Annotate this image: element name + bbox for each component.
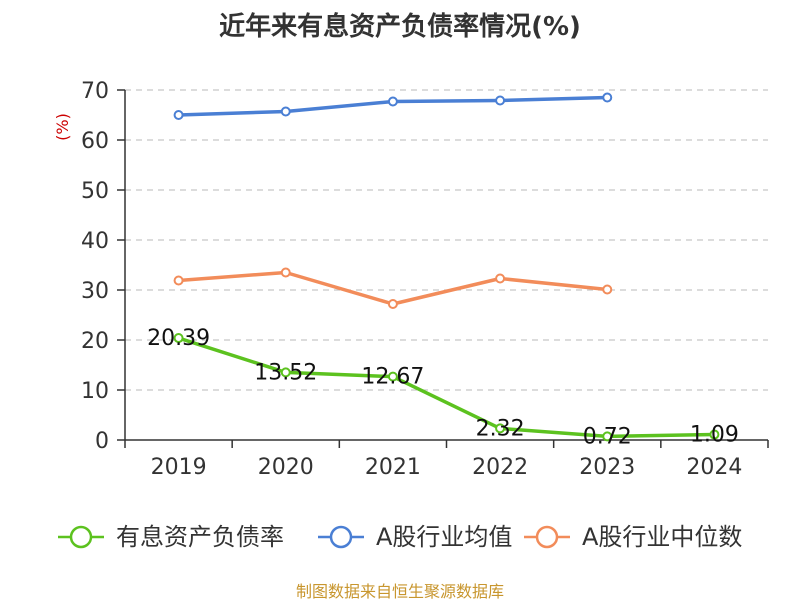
y-tick-label: 60	[81, 129, 109, 154]
data-point	[495, 95, 506, 106]
data-point	[387, 299, 398, 309]
data-point	[495, 423, 506, 434]
x-tick-label: 2022	[472, 455, 528, 480]
data-point	[280, 106, 291, 117]
data-point	[602, 431, 613, 442]
y-tick-label: 70	[81, 79, 109, 104]
data-point	[173, 333, 184, 344]
data-point	[387, 371, 398, 382]
source-note: 制图数据来自恒生聚源数据库	[295, 582, 504, 601]
data-label: 1.09	[690, 423, 739, 448]
data-label: 20.39	[147, 326, 210, 351]
legend-item[interactable]: 有息资产负债率	[58, 523, 284, 551]
x-tick-label: 2020	[258, 455, 314, 480]
x-tick-label: 2023	[579, 455, 635, 480]
legend-item[interactable]: A股行业均值	[318, 523, 512, 551]
grid-lines	[125, 89, 768, 391]
y-axis-label: (%)	[53, 113, 72, 141]
x-tick-label: 2019	[151, 455, 207, 480]
legend-item[interactable]: A股行业中位数	[524, 523, 742, 551]
x-axis-ticks: 2019 2020 2021 2022 2023 2024	[124, 440, 769, 480]
x-tick-label: 2024	[686, 455, 742, 480]
data-point	[173, 110, 184, 120]
data-label: 0.72	[583, 424, 632, 449]
data-point	[709, 429, 720, 440]
y-tick-label: 50	[81, 179, 109, 204]
data-labels: 20.39 13.52 12.67 2.32 0.72 1.09	[147, 326, 739, 449]
data-point	[602, 92, 613, 103]
data-point	[387, 96, 398, 107]
y-tick-label: 20	[81, 329, 109, 354]
data-point	[495, 273, 506, 284]
y-axis-ticks: 0 10 20 30 40 50 60 70	[81, 79, 125, 454]
y-tick-label: 40	[81, 229, 109, 254]
series-group	[173, 92, 720, 442]
legend-circle-icon	[329, 525, 353, 549]
legend: 有息资产负债率 A股行业均值 A股行业中位数	[58, 523, 742, 551]
legend-label: A股行业中位数	[582, 523, 742, 551]
legend-circle-icon	[69, 525, 93, 549]
y-tick-label: 0	[95, 429, 109, 454]
axes	[124, 90, 768, 441]
data-label: 12.67	[361, 365, 424, 390]
series-line	[178, 336, 715, 439]
y-tick-label: 30	[81, 279, 109, 304]
data-point	[280, 267, 291, 278]
legend-circle-icon	[535, 525, 559, 549]
legend-label: 有息资产负债率	[116, 523, 284, 551]
data-label: 13.52	[254, 360, 317, 385]
y-tick-label: 10	[81, 379, 109, 404]
legend-label: A股行业均值	[376, 523, 512, 551]
data-label: 2.32	[476, 416, 525, 441]
data-point	[280, 367, 291, 378]
data-point	[602, 284, 613, 295]
chart-title: 近年来有息资产负债率情况(%)	[219, 12, 581, 42]
data-point	[173, 275, 184, 286]
x-tick-label: 2021	[365, 455, 421, 480]
